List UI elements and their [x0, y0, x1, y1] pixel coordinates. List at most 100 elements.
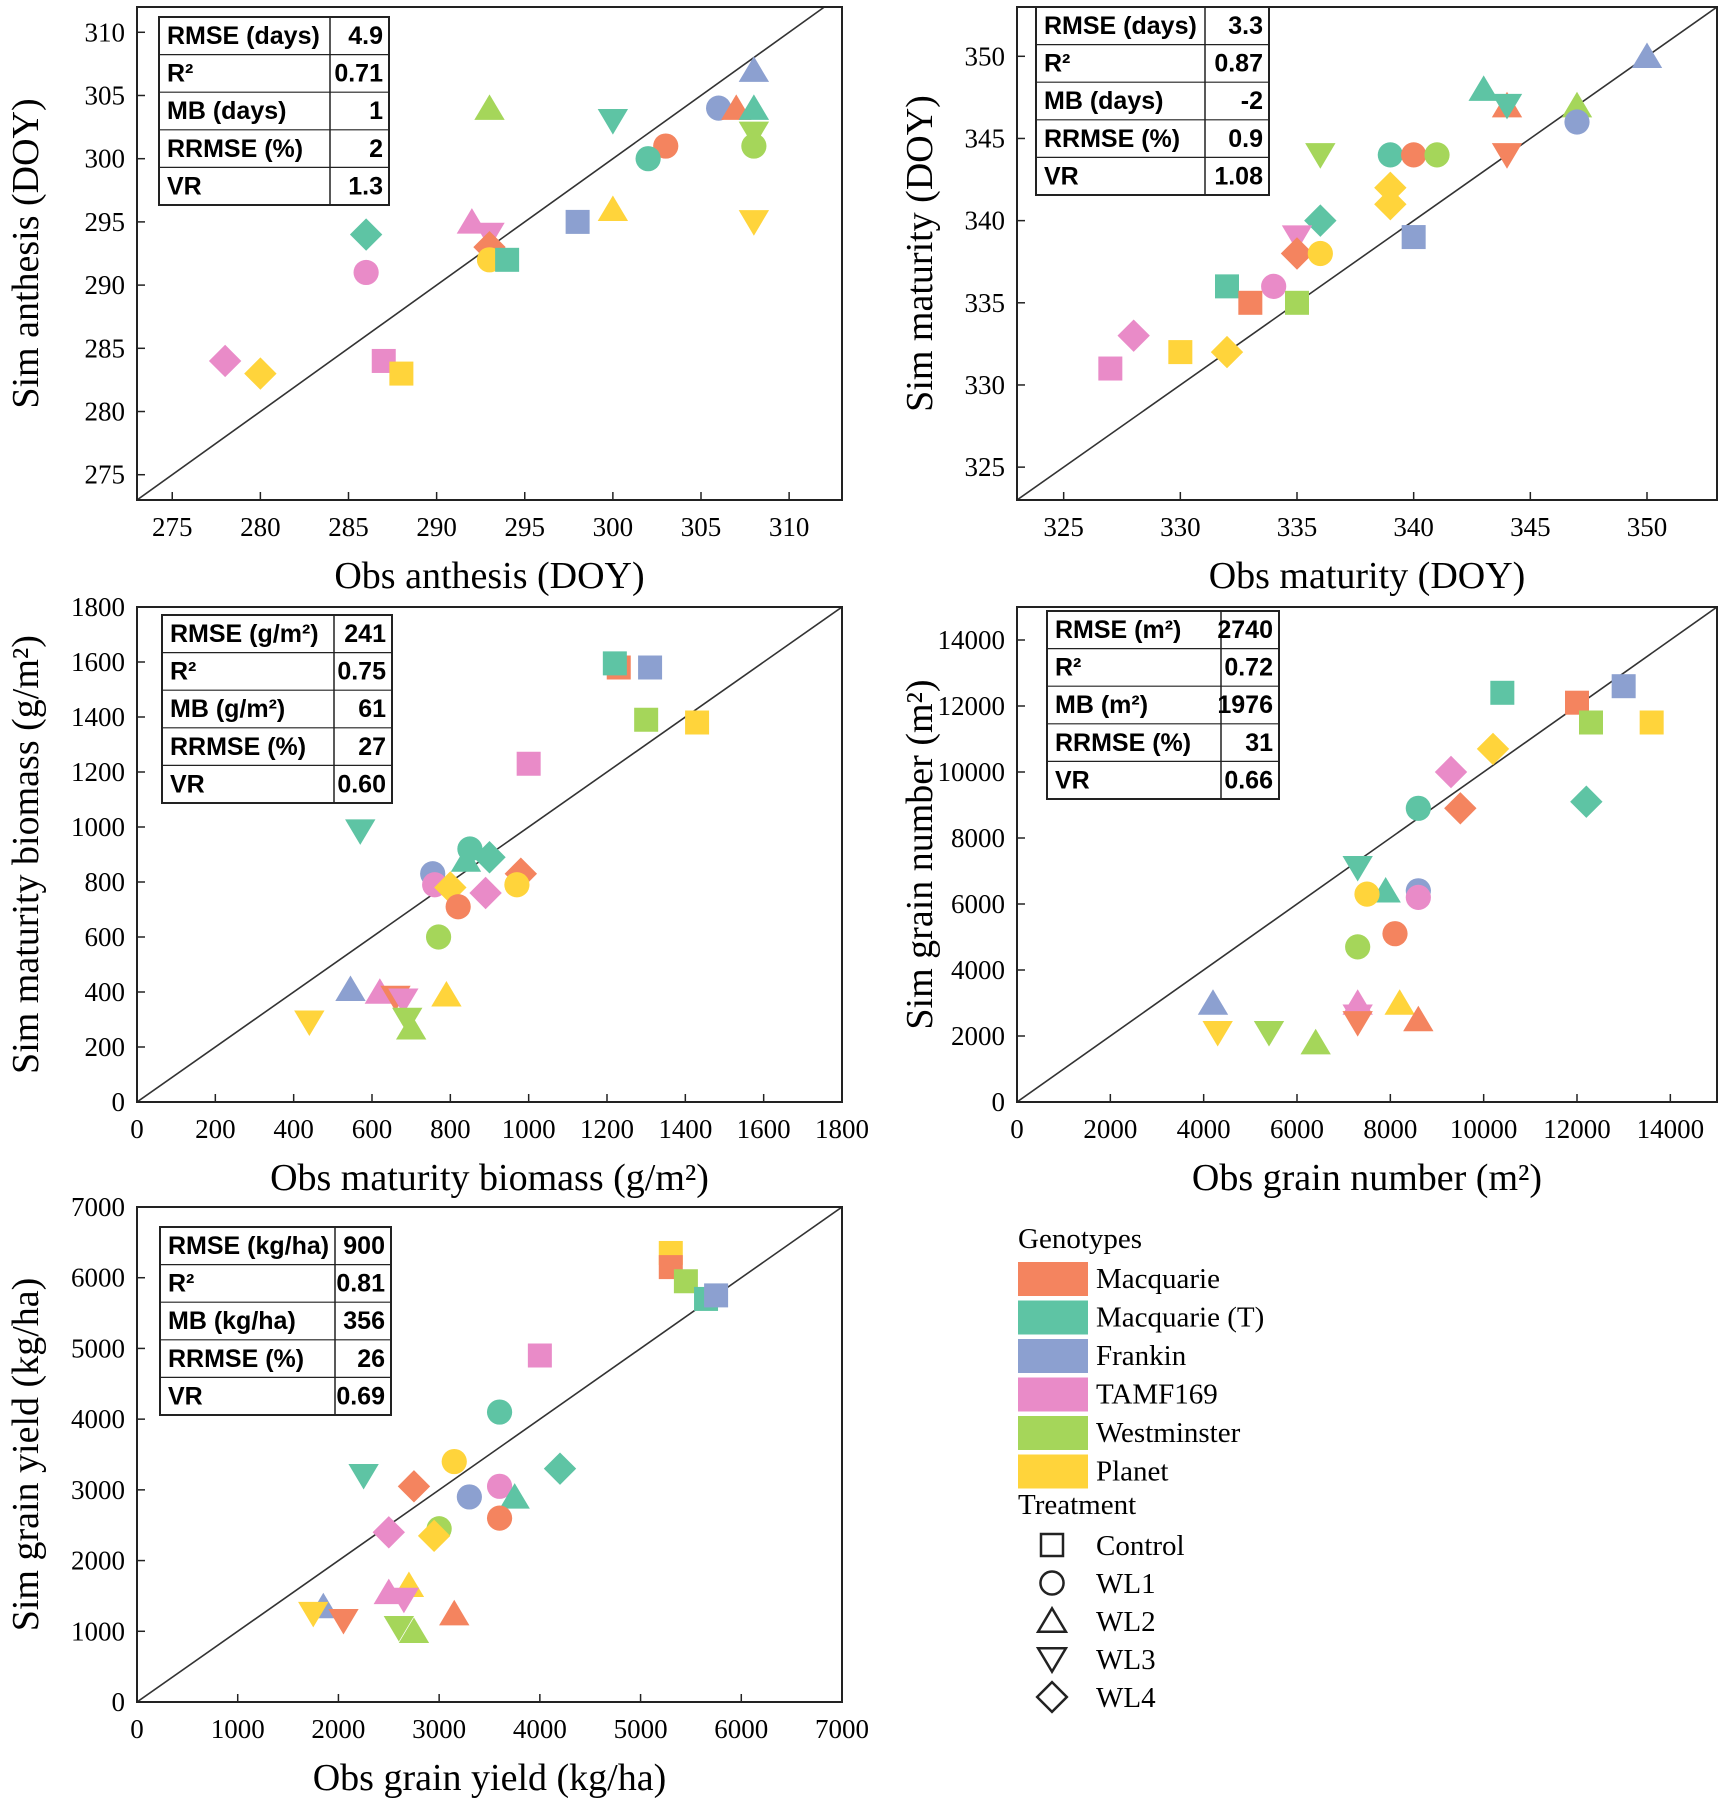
data-point	[388, 1587, 420, 1614]
stat-name: VR	[167, 172, 202, 200]
data-point	[1579, 710, 1603, 735]
stat-name: VR	[168, 1382, 203, 1410]
y-tick-label: 2000	[71, 1546, 125, 1576]
data-point	[450, 846, 482, 872]
data-point	[1384, 989, 1415, 1015]
data-point	[244, 357, 277, 390]
data-point	[1342, 1011, 1373, 1037]
legend-treatment-label: Control	[1096, 1530, 1185, 1562]
legend-treatment-label: WL1	[1096, 1568, 1156, 1600]
stat-name: MB (kg/ha)	[168, 1307, 296, 1335]
y-tick-label: 330	[965, 370, 1006, 400]
data-point	[1491, 93, 1523, 120]
x-tick-label: 295	[505, 512, 546, 542]
data-point	[1305, 143, 1336, 169]
y-tick-label: 325	[965, 452, 1006, 482]
chart-panel-1: 275 280 285 290 295 300 305 310 275 280 285 290 295 3…	[5, 6, 843, 597]
stat-name: RRMSE (%)	[167, 135, 303, 163]
data-point	[602, 651, 627, 676]
y-tick-label: 0	[112, 1087, 126, 1117]
y-tick-label: 345	[965, 123, 1006, 153]
data-point	[1424, 142, 1450, 168]
legend-genotype-label: Macquarie	[1096, 1263, 1220, 1295]
stat-value: -2	[1241, 87, 1263, 115]
stat-name: VR	[1055, 766, 1090, 794]
stat-value: 1.08	[1214, 162, 1263, 190]
stat-name: MB (days)	[167, 97, 286, 125]
chart-panel-3: 0 200 400 600 800 1000 1200 1400 1600 1800 0 200 400…	[5, 592, 869, 1199]
data-point	[1202, 1020, 1233, 1047]
data-point	[439, 1599, 470, 1626]
y-tick-label: 5000	[71, 1333, 125, 1363]
data-point	[638, 655, 663, 680]
data-point	[1631, 42, 1663, 69]
stat-value: 61	[358, 695, 386, 723]
y-axis-label: Sim grain yield (kg/ha)	[5, 1278, 47, 1632]
stat-value: 27	[358, 733, 386, 761]
stat-name: R²	[167, 60, 193, 88]
data-point	[1210, 335, 1244, 369]
data-point	[516, 751, 541, 776]
data-point	[1342, 855, 1373, 882]
x-tick-label: 600	[352, 1114, 393, 1144]
legend-marker-control	[1039, 1532, 1065, 1558]
data-point	[1403, 1005, 1434, 1032]
y-tick-label: 305	[85, 80, 126, 110]
stats-table-frame	[158, 16, 390, 206]
data-point	[486, 1473, 513, 1499]
stat-name: MB (g/m²)	[170, 695, 285, 723]
data-point	[1401, 225, 1426, 250]
data-point	[1401, 142, 1427, 168]
data-point	[653, 133, 679, 159]
x-tick-label: 330	[1160, 512, 1201, 542]
data-point	[294, 1010, 325, 1037]
x-tick-label: 12000	[1543, 1114, 1611, 1144]
y-tick-label: 12000	[938, 691, 1006, 721]
data-point	[685, 710, 710, 735]
data-point	[474, 94, 505, 120]
stat-value: 1	[369, 97, 383, 125]
data-point	[298, 1601, 329, 1628]
chart-panel-5: 0 1000 2000 3000 4000 5000 6000 7000 0 1000 2000 30…	[5, 1192, 869, 1799]
y-tick-label: 800	[85, 867, 126, 897]
y-tick-label: 275	[85, 460, 126, 490]
stats-table-frame	[159, 1226, 392, 1416]
x-tick-label: 6000	[1270, 1114, 1324, 1144]
y-tick-label: 1000	[71, 812, 125, 842]
legend-marker-wl4	[1035, 1680, 1069, 1714]
legend-treatment-label: WL2	[1096, 1606, 1156, 1638]
data-point	[597, 109, 629, 135]
x-tick-label: 7000	[815, 1714, 869, 1744]
y-tick-label: 14000	[938, 625, 1006, 655]
x-tick-label: 800	[430, 1114, 471, 1144]
data-point	[1307, 240, 1333, 267]
stat-value: 31	[1245, 729, 1273, 757]
y-tick-label: 1800	[71, 592, 125, 622]
data-point	[389, 361, 414, 386]
stats-table: RMSE (m²) 2740 R² 0.72 MB (m²) 1976 RRMSE (%) 3…	[1046, 610, 1280, 800]
data-point	[499, 1483, 530, 1509]
stat-value: 0.9	[1228, 125, 1263, 153]
data-point	[1377, 142, 1403, 168]
legend-swatch	[1018, 1377, 1088, 1412]
y-tick-label: 7000	[71, 1192, 125, 1222]
data-point	[425, 924, 452, 950]
legend-marker-wl2	[1035, 1605, 1069, 1634]
stat-value: 0.71	[334, 60, 383, 88]
legend-swatch	[1018, 1262, 1088, 1296]
x-tick-label: 290	[416, 512, 457, 542]
legend-treatment-title: Treatment	[1018, 1489, 1136, 1521]
data-point	[738, 56, 770, 82]
one-to-one-line	[1017, 607, 1717, 1102]
data-point	[1117, 319, 1150, 352]
data-point	[208, 344, 242, 378]
x-tick-label: 1400	[658, 1114, 712, 1144]
legend-treatment-label: WL3	[1096, 1644, 1156, 1676]
plot-frame	[136, 606, 843, 1103]
stat-name: R²	[1055, 654, 1081, 682]
y-tick-label: 0	[992, 1087, 1006, 1117]
data-point	[348, 1463, 379, 1490]
stat-value: 241	[344, 620, 386, 648]
stat-name: RRMSE (%)	[1055, 729, 1191, 757]
y-tick-label: 1200	[71, 757, 125, 787]
